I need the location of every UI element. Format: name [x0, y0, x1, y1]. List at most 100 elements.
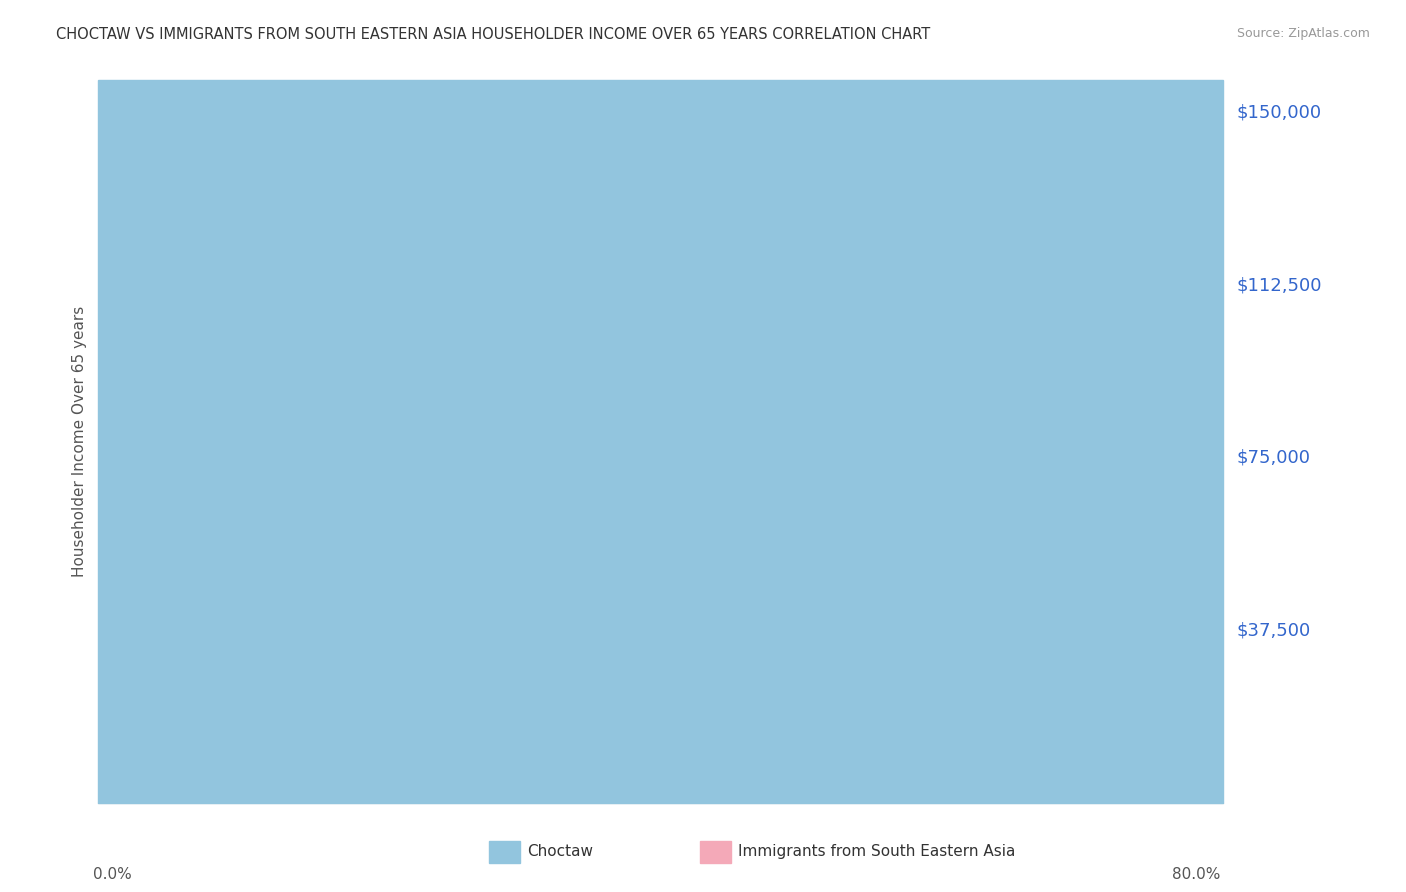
Point [179, 419, 201, 434]
Point [221, 501, 243, 516]
Point [173, 508, 195, 522]
Point [222, 428, 245, 442]
Point [259, 587, 281, 601]
Point [129, 589, 152, 603]
Text: $112,500: $112,500 [1237, 276, 1322, 294]
Text: Immigrants from South Eastern Asia: Immigrants from South Eastern Asia [738, 845, 1015, 859]
Point [105, 516, 128, 531]
Point [779, 632, 801, 646]
Point [184, 657, 207, 672]
Text: N =: N = [884, 133, 918, 148]
Text: R =: R = [702, 133, 734, 148]
FancyBboxPatch shape [613, 112, 1060, 214]
Point [222, 467, 245, 482]
Point [290, 506, 312, 520]
Bar [98, 80, 1223, 803]
Point [166, 559, 188, 574]
Point [170, 558, 193, 572]
Point [247, 505, 270, 519]
Point [515, 518, 537, 533]
Point [465, 419, 488, 434]
Point [170, 444, 193, 458]
Point [124, 549, 146, 563]
Point [162, 526, 184, 541]
Text: Choctaw: Choctaw [527, 845, 593, 859]
Point [534, 583, 557, 598]
Point [145, 556, 167, 570]
Point [308, 583, 330, 598]
Point [461, 434, 484, 448]
Point [105, 541, 128, 555]
Point [135, 459, 157, 474]
Text: 80.0%: 80.0% [1173, 867, 1220, 882]
Point [224, 657, 246, 672]
Point [181, 571, 204, 585]
Point [135, 588, 157, 602]
Point [125, 528, 148, 542]
Point [508, 448, 530, 462]
Text: R =: R = [702, 178, 734, 193]
Point [180, 614, 202, 628]
Point [575, 410, 598, 425]
Point [373, 543, 395, 558]
Y-axis label: Householder Income Over 65 years: Householder Income Over 65 years [72, 306, 87, 577]
Point [751, 567, 773, 582]
Point [132, 519, 155, 533]
Point [384, 494, 406, 508]
Point [110, 499, 132, 513]
Text: 0.0%: 0.0% [93, 867, 131, 882]
Point [276, 573, 298, 587]
Text: CHOCTAW VS IMMIGRANTS FROM SOUTH EASTERN ASIA HOUSEHOLDER INCOME OVER 65 YEARS C: CHOCTAW VS IMMIGRANTS FROM SOUTH EASTERN… [56, 27, 931, 42]
Point [105, 517, 128, 532]
Point [738, 642, 761, 657]
Point [152, 537, 174, 551]
Point [146, 538, 169, 552]
Point [181, 465, 204, 479]
Point [981, 327, 1004, 342]
Point [228, 624, 250, 638]
Point [806, 645, 828, 659]
Text: 68: 68 [945, 178, 967, 193]
Point [257, 491, 280, 505]
Point [534, 529, 557, 543]
Text: -0.537: -0.537 [769, 133, 824, 148]
Text: $37,500: $37,500 [1237, 621, 1310, 640]
Point [184, 540, 207, 554]
Point [145, 568, 167, 582]
Point [779, 409, 801, 423]
Bar [634, 177, 681, 194]
Point [200, 405, 222, 419]
Point [141, 461, 163, 475]
Point [1049, 389, 1071, 403]
Point [426, 508, 449, 522]
Point [122, 522, 145, 536]
Point [108, 645, 131, 659]
Point [105, 657, 128, 672]
Point [941, 672, 963, 686]
Point [138, 491, 160, 506]
Bar [634, 132, 681, 150]
Point [105, 553, 128, 567]
Point [441, 468, 464, 483]
Point [165, 439, 187, 453]
Point [120, 597, 142, 611]
Point [117, 610, 139, 624]
Point [110, 465, 132, 479]
Point [981, 648, 1004, 663]
Point [134, 508, 156, 522]
Point [156, 483, 179, 497]
Text: $75,000: $75,000 [1237, 449, 1310, 467]
Point [710, 623, 733, 637]
Point [169, 477, 191, 491]
Point [157, 533, 180, 548]
Point [191, 572, 214, 586]
Point [1022, 330, 1045, 344]
Point [117, 465, 139, 479]
Point [846, 317, 869, 331]
Point [105, 492, 128, 507]
Point [160, 509, 183, 524]
Point [143, 378, 166, 392]
Point [575, 555, 598, 569]
Point [160, 465, 183, 479]
Point [669, 363, 692, 377]
